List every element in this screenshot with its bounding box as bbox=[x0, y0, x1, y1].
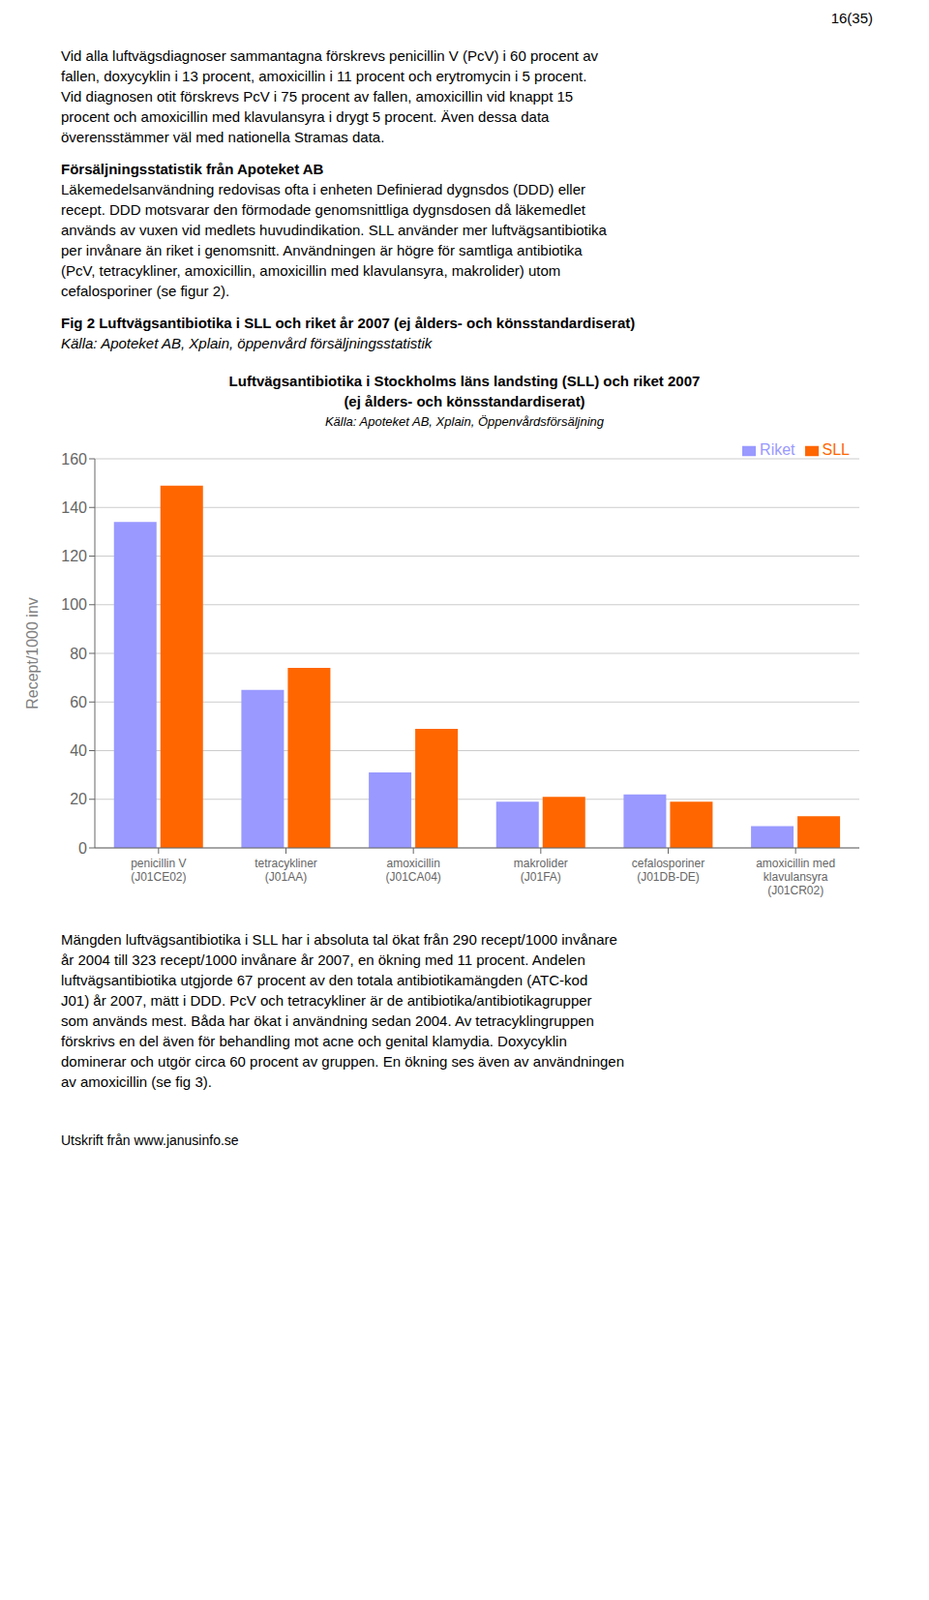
html-text:Försäljningsstatistik från Apo: Försäljningsstatistik från Apoteket AB bbox=[60, 160, 324, 178]
html-text:Vid alla luftvägsdiagnoser sam: Vid alla luftvägsdiagnoser sammantagna f… bbox=[60, 47, 599, 146]
html-text:(ej ålders- och könsstandardis: (ej ålders- och könsstandardiserat) bbox=[343, 392, 586, 410]
svg-text:amoxicillin(J01CA04): amoxicillin(J01CA04) bbox=[385, 856, 441, 884]
svg-text:penicillin V(J01CE02): penicillin V(J01CE02) bbox=[130, 856, 186, 884]
svg-text:20: 20 bbox=[69, 790, 88, 808]
svg-text:0: 0 bbox=[78, 839, 88, 857]
svg-text:120: 120 bbox=[60, 547, 88, 565]
html-text:SLL: SLL bbox=[822, 441, 850, 458]
svg-text:80: 80 bbox=[69, 645, 88, 662]
svg-text:amoxicillin medklavulansyra(J0: amoxicillin medklavulansyra(J01CR02) bbox=[755, 856, 836, 898]
html-text:Källa: Apoteket AB, Xplain, öp: Källa: Apoteket AB, Xplain, öppenvård fö… bbox=[60, 334, 432, 352]
html-text:Luftvägsantibiotika i Stockhol: Luftvägsantibiotika i Stockholms läns la… bbox=[228, 372, 701, 390]
svg-text:tetracykliner(J01AA): tetracykliner(J01AA) bbox=[254, 856, 318, 884]
html-text:Mängden luftvägsantibiotika i: Mängden luftvägsantibiotika i SLL har i … bbox=[60, 930, 625, 1090]
html-text:16(35): 16(35) bbox=[830, 9, 873, 27]
html-text:Utskrift från www.janusinfo.se: Utskrift från www.janusinfo.se bbox=[60, 1132, 239, 1148]
svg-text:makrolider(J01FA): makrolider(J01FA) bbox=[513, 856, 569, 884]
html-text:Läkemedelsanvändning redovisas: Läkemedelsanvändning redovisas ofta i en… bbox=[60, 180, 607, 300]
svg-text:40: 40 bbox=[69, 742, 88, 759]
svg-text:Recept/1000 inv: Recept/1000 inv bbox=[24, 597, 41, 710]
html-text:Fig 2 Luftvägsantibiotika i SL: Fig 2 Luftvägsantibiotika i SLL och rike… bbox=[60, 314, 636, 331]
html-text:Riket: Riket bbox=[759, 441, 795, 458]
svg-text:100: 100 bbox=[60, 596, 88, 613]
svg-text:140: 140 bbox=[60, 499, 88, 516]
svg-text:160: 160 bbox=[60, 450, 88, 468]
svg-text:60: 60 bbox=[69, 693, 88, 711]
svg-text:cefalosporiner(J01DB-DE): cefalosporiner(J01DB-DE) bbox=[631, 856, 705, 884]
html-text:Källa: Apoteket AB, Xplain, Öp: Källa: Apoteket AB, Xplain, Öppenvårdsfö… bbox=[325, 414, 604, 429]
